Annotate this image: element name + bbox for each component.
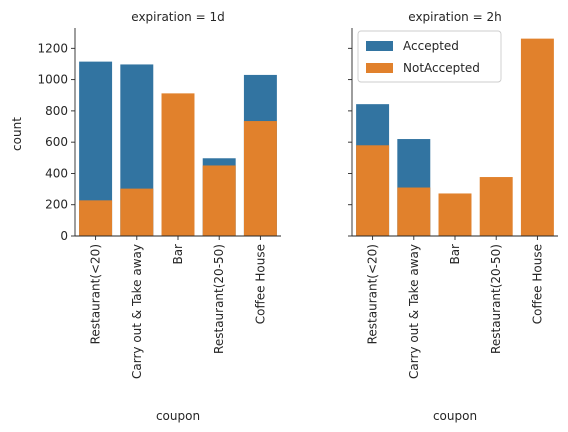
y-tick-label-6: 1200 bbox=[37, 41, 68, 55]
x-tick-label-0-1: Carry out & Take away bbox=[130, 244, 144, 379]
bar-0-notaccepted-3 bbox=[202, 165, 236, 236]
legend-swatch-notaccepted bbox=[366, 63, 393, 73]
bar-1-notaccepted-3 bbox=[479, 177, 513, 236]
y-tick-label-2: 400 bbox=[45, 166, 68, 180]
y-tick-label-5: 1000 bbox=[37, 73, 68, 87]
bar-0-notaccepted-4 bbox=[243, 121, 277, 236]
bar-1-notaccepted-2 bbox=[438, 193, 472, 236]
x-axis-label-0: coupon bbox=[156, 409, 200, 423]
bar-0-notaccepted-0 bbox=[79, 200, 113, 236]
y-tick-label-3: 600 bbox=[45, 135, 68, 149]
x-tick-label-1-0: Restaurant(<20) bbox=[366, 244, 380, 344]
y-tick-label-0: 0 bbox=[60, 229, 68, 243]
x-tick-label-1-4: Coffee House bbox=[530, 244, 544, 324]
x-tick-label-1-1: Carry out & Take away bbox=[407, 244, 421, 379]
bar-1-notaccepted-4 bbox=[520, 38, 554, 236]
y-tick-label-4: 800 bbox=[45, 104, 68, 118]
y-tick-label-1: 200 bbox=[45, 198, 68, 212]
x-tick-label-0-4: Coffee House bbox=[253, 244, 267, 324]
x-tick-label-1-3: Restaurant(20-50) bbox=[489, 244, 503, 354]
y-axis-label: count bbox=[10, 117, 24, 151]
bar-0-notaccepted-2 bbox=[161, 93, 195, 237]
x-tick-label-0-2: Bar bbox=[171, 244, 185, 265]
x-tick-label-1-2: Bar bbox=[448, 244, 462, 265]
bar-1-notaccepted-0 bbox=[356, 145, 390, 236]
bar-1-notaccepted-1 bbox=[397, 187, 431, 236]
x-tick-label-0-3: Restaurant(20-50) bbox=[212, 244, 226, 354]
legend-swatch-accepted bbox=[366, 41, 393, 51]
legend-label-accepted: Accepted bbox=[403, 39, 459, 53]
x-tick-label-0-0: Restaurant(<20) bbox=[89, 244, 103, 344]
x-axis-label-1: coupon bbox=[433, 409, 477, 423]
panel-title-1: expiration = 2h bbox=[408, 10, 501, 24]
legend-label-notaccepted: NotAccepted bbox=[403, 61, 480, 75]
legend-box bbox=[357, 30, 502, 83]
bar-0-notaccepted-1 bbox=[120, 188, 154, 236]
panel-title-0: expiration = 1d bbox=[131, 10, 224, 24]
